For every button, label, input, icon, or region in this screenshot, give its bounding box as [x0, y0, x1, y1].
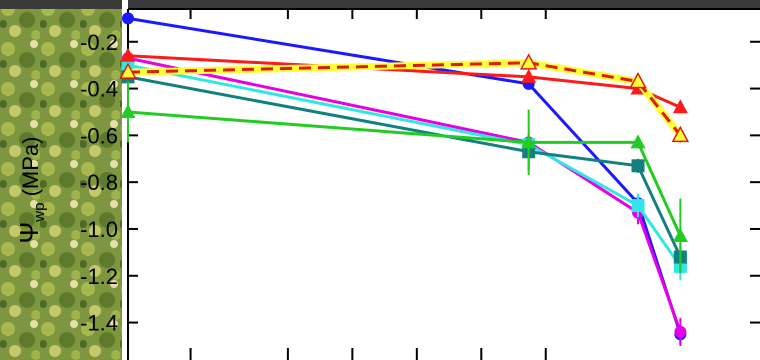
series-line: [127, 63, 682, 268]
y-tick-label: -0.2: [80, 30, 118, 55]
top-strip: [0, 0, 760, 9]
data-point: [630, 134, 646, 149]
data-point: [671, 125, 690, 143]
series-line: [127, 56, 682, 333]
y-axis-title-subscript: wp: [31, 203, 48, 223]
data-point: [519, 53, 538, 70]
y-tick-label: -1.2: [80, 264, 118, 289]
data-point: [674, 325, 687, 338]
y-tick-label: -0.8: [80, 170, 118, 195]
series-line: [127, 110, 682, 237]
series-layer: [119, 12, 690, 346]
y-tick-label: -0.6: [80, 123, 118, 148]
data-point: [122, 12, 134, 25]
data-point: [631, 159, 645, 173]
data-point: [629, 71, 647, 89]
data-point: [120, 47, 136, 62]
series-7: [119, 53, 690, 143]
x-axis-ticks: [189, 9, 547, 360]
y-axis-title: Ψwp (MPa): [14, 137, 48, 244]
data-point: [631, 199, 645, 213]
y-axis-ticks: -0.2 -0.4 -0.6 -0.8 -1.0 -1.2 -1.4: [80, 30, 760, 336]
series-line: [127, 75, 682, 258]
plot-area-margin: [122, 0, 128, 360]
data-point: [521, 134, 537, 149]
series-line: [127, 61, 682, 137]
data-point: [521, 68, 537, 83]
data-point: [119, 62, 137, 79]
y-tick-label: -0.4: [80, 77, 118, 102]
y-axis-title-symbol: Ψ: [14, 222, 44, 244]
y-tick-label: -1.0: [80, 217, 118, 242]
data-point: [672, 227, 688, 242]
data-point: [120, 103, 136, 118]
series-5: [120, 81, 688, 274]
data-point: [672, 99, 688, 114]
y-tick-label: -1.4: [80, 311, 118, 336]
y-axis-title-unit: (MPa): [18, 137, 43, 203]
